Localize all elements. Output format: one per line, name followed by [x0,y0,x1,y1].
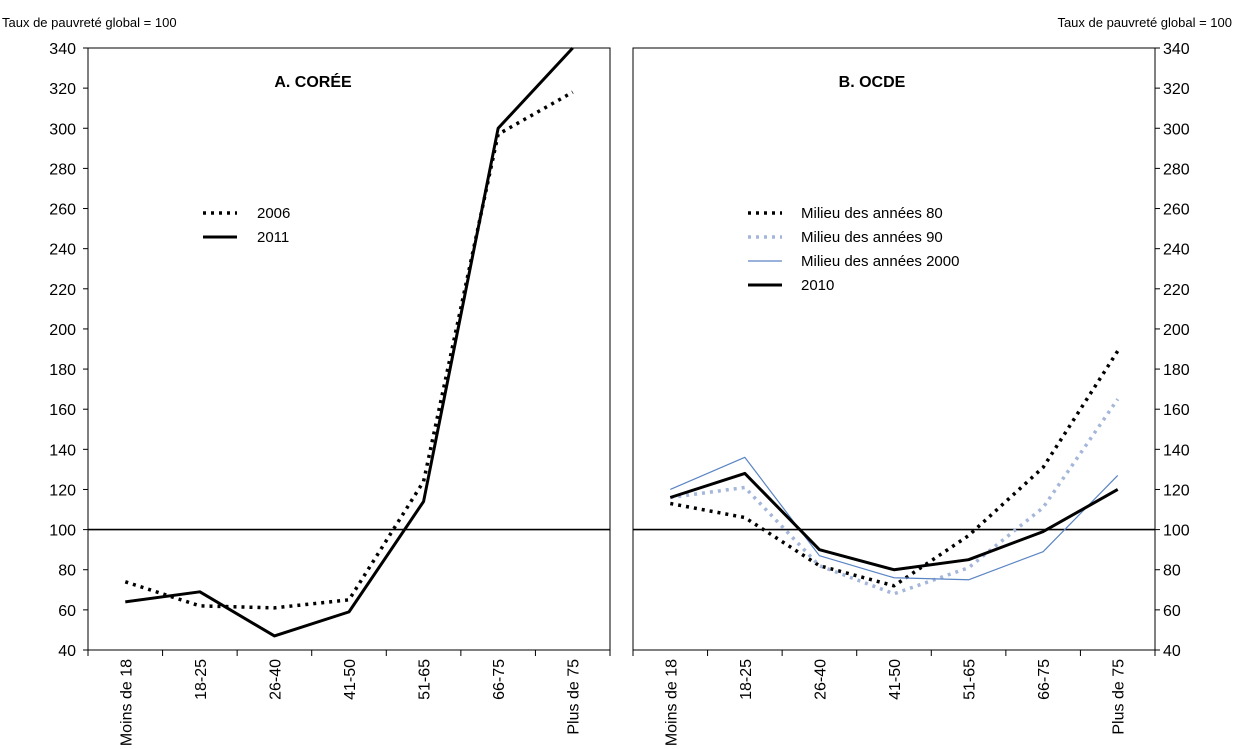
x-tick-label: 18-25 [738,659,755,700]
series-line-3 [669,471,1119,572]
legend-label: Milieu des années 90 [801,229,943,246]
y-tick-label: 100 [49,523,76,540]
y-tick-label: 180 [49,362,76,379]
y-tick-label: 160 [1163,402,1190,419]
legend-label: Milieu des années 2000 [801,253,959,270]
y-tick-label: 320 [1163,81,1190,98]
x-tick-label: 66-75 [491,659,508,700]
x-tick-label: 41-50 [342,659,359,700]
panel-b-frame [632,47,1156,651]
y-tick-label: 120 [1163,482,1190,499]
y-axis-caption-left: Taux de pauvreté global = 100 [2,15,177,30]
y-tick-label: 340 [49,41,76,58]
y-tick-label: 200 [49,322,76,339]
panel-b-legend: Milieu des années 80 Milieu des années 90… [748,205,959,294]
y-tick-label: 80 [1163,563,1181,580]
panel-a-series-group [88,46,610,638]
panel-a-x-axis: Moins de 18 18-25 26-40 41-50 51-65 66-75 Plus… [87,650,611,746]
series-line-0 [669,350,1120,588]
series-line-1 [125,46,574,638]
x-tick-label: 51-65 [962,659,979,700]
panel-b-oecd: B. OCDE 40 60 80 100 120 140 160 180 200 220 240 26… [632,41,1190,746]
x-tick-label: 51-65 [417,659,434,700]
x-tick-label: Plus de 75 [566,659,583,735]
legend-label: 2010 [801,277,834,294]
y-tick-label: 320 [49,81,76,98]
y-tick-label: 140 [1163,442,1190,459]
y-tick-label: 240 [1163,242,1190,259]
x-tick-label: Moins de 18 [663,659,680,746]
legend-label: 2006 [257,205,290,222]
panel-b-y-axis: 40 60 80 100 120 140 160 180 200 220 240 260 280 300 3… [1155,41,1190,660]
panel-b-x-axis: Moins de 18 18-25 26-40 41-50 51-65 66-75 Plus… [632,650,1156,746]
series-line-1 [670,398,1120,596]
legend-label: 2011 [257,229,289,246]
x-tick-label: 41-50 [887,659,904,700]
y-tick-label: 260 [49,202,76,219]
panel-a-frame [87,47,611,651]
series-line-2 [670,456,1119,581]
y-axis-caption-right: Taux de pauvreté global = 100 [1057,15,1232,30]
y-tick-label: 160 [49,402,76,419]
y-tick-label: 220 [1163,282,1190,299]
series-line-0 [124,90,574,610]
y-tick-label: 280 [1163,161,1190,178]
panel-a-legend: 2006 2011 [203,205,290,246]
x-tick-label: 26-40 [267,659,284,700]
y-tick-label: 260 [1163,202,1190,219]
y-tick-label: 220 [49,282,76,299]
y-tick-label: 40 [58,643,76,660]
x-tick-label: Moins de 18 [118,659,135,746]
y-tick-label: 240 [49,242,76,259]
y-tick-label: 60 [1163,603,1181,620]
y-tick-label: 40 [1163,643,1181,660]
x-tick-label: Plus de 75 [1111,659,1128,735]
y-tick-label: 140 [49,442,76,459]
y-tick-label: 60 [58,603,76,620]
panel-a-korea: A. CORÉE 40 60 80 100 120 140 160 180 200 220 240 2… [49,41,611,746]
x-tick-label: 66-75 [1036,659,1053,700]
y-tick-label: 200 [1163,322,1190,339]
y-tick-label: 180 [1163,362,1190,379]
y-tick-label: 280 [49,161,76,178]
legend-label: Milieu des années 80 [801,205,943,222]
y-tick-label: 120 [49,482,76,499]
y-tick-label: 340 [1163,41,1190,58]
x-tick-label: 18-25 [193,659,210,700]
panel-b-series-group [633,350,1155,596]
y-tick-label: 300 [1163,121,1190,138]
y-tick-label: 300 [49,121,76,138]
panel-a-y-axis: 40 60 80 100 120 140 160 180 200 220 240 260 280 300 3… [49,41,88,660]
x-tick-label: 26-40 [812,659,829,700]
panel-a-title: A. CORÉE [274,72,352,91]
y-tick-label: 100 [1163,523,1190,540]
y-tick-label: 80 [58,563,76,580]
panel-b-title: B. OCDE [839,74,906,91]
